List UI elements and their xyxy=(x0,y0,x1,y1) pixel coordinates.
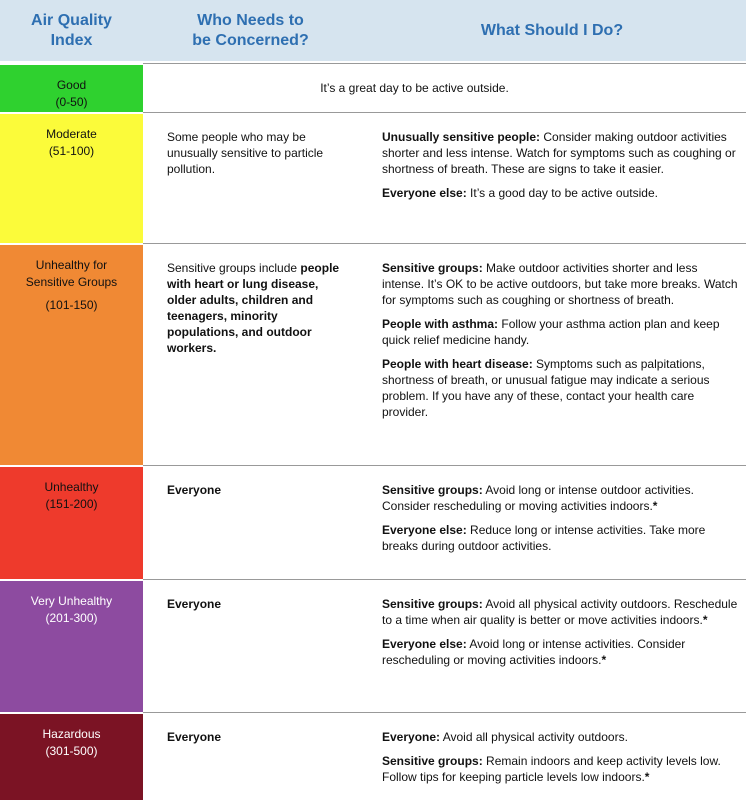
aqi-level-range: (51-100) xyxy=(48,144,95,158)
aqi-level-name: Hazardous xyxy=(42,727,101,741)
advice-item: Unusually sensitive people: Consider mak… xyxy=(382,130,736,176)
aqi-usg-cell: Unhealthy for Sensitive Groups (101-150) xyxy=(0,243,143,465)
header-aqi: Air Quality Index xyxy=(0,0,143,63)
aqi-hazardous-cell: Hazardous (301-500) xyxy=(0,712,143,800)
aqi-level-range: (0-50) xyxy=(55,95,88,109)
aqi-very-unhealthy-cell: Very Unhealthy (201-300) xyxy=(0,579,143,712)
what-hazardous: Everyone: Avoid all physical activity ou… xyxy=(358,712,746,800)
advice-item: People with heart disease: Symptoms such… xyxy=(382,357,710,419)
advice-item: Sensitive groups: Avoid all physical act… xyxy=(382,597,738,627)
advice-item: Everyone else: It’s a good day to be act… xyxy=(382,186,658,200)
aqi-good-cell: Good (0-50) xyxy=(0,63,143,112)
aqi-level-name: Unhealthy for Sensitive Groups xyxy=(25,258,118,289)
who-very-unhealthy: Everyone xyxy=(143,579,358,712)
aqi-level-name: Good xyxy=(56,78,87,92)
advice-item: Everyone else: Avoid long or intense act… xyxy=(382,637,686,667)
aqi-level-name: Unhealthy xyxy=(44,480,99,494)
header-who: Who Needs to be Concerned? xyxy=(143,0,358,63)
aqi-unhealthy-cell: Unhealthy (151-200) xyxy=(0,465,143,579)
advice-item: Sensitive groups: Remain indoors and kee… xyxy=(382,754,721,784)
aqi-level-range: (101-150) xyxy=(45,298,98,312)
who-usg: Sensitive groups include people with hea… xyxy=(143,243,358,465)
what-unhealthy: Sensitive groups: Avoid long or intense … xyxy=(358,465,746,579)
who-unhealthy: Everyone xyxy=(143,465,358,579)
advice-item: Everyone: Avoid all physical activity ou… xyxy=(382,730,628,744)
aqi-moderate-cell: Moderate (51-100) xyxy=(0,112,143,243)
advice-item: Everyone else: Reduce long or intense ac… xyxy=(382,523,706,553)
aqi-level-range: (201-300) xyxy=(45,611,98,625)
advice-item: Sensitive groups: Avoid long or intense … xyxy=(382,483,694,513)
what-moderate: Unusually sensitive people: Consider mak… xyxy=(358,112,746,243)
aqi-level-range: (301-500) xyxy=(45,744,98,758)
who-moderate: Some people who may be unusually sensiti… xyxy=(143,112,358,243)
aqi-level-name: Very Unhealthy xyxy=(30,594,113,608)
advice-item: Sensitive groups: Make outdoor activitie… xyxy=(382,261,738,307)
what-usg: Sensitive groups: Make outdoor activitie… xyxy=(358,243,746,465)
who-hazardous: Everyone xyxy=(143,712,358,800)
advice-item: People with asthma: Follow your asthma a… xyxy=(382,317,720,347)
aqi-level-name: Moderate xyxy=(46,127,97,141)
header-what: What Should I Do? xyxy=(358,0,746,63)
what-very-unhealthy: Sensitive groups: Avoid all physical act… xyxy=(358,579,746,712)
aqi-level-range: (151-200) xyxy=(45,497,98,511)
good-message: It’s a great day to be active outside. xyxy=(143,63,746,112)
